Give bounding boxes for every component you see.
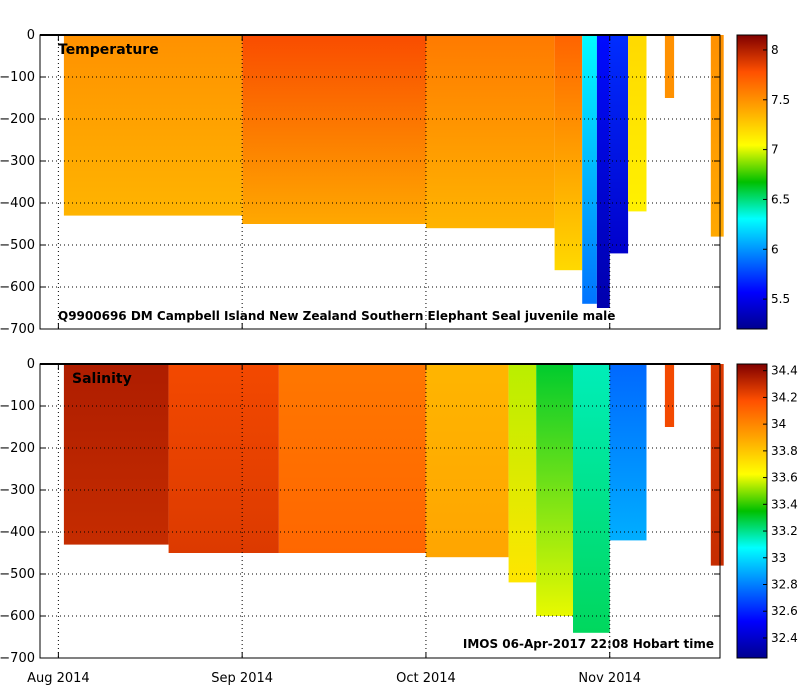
colorbar-tick-label: 6 (771, 242, 779, 256)
panel-title: Temperature (58, 42, 159, 58)
salinity-colorbar: 32.4 32.6 32.8 33 33.2 33.4 33.6 33.8 34 34.2 34.4 (736, 363, 798, 659)
platform-annotation: Q9900696 DM Campbell Island New Zealand … (58, 309, 615, 323)
colorbar-gradient (736, 363, 768, 659)
profile-segment (168, 364, 279, 553)
colorbar-tick-label: 33 (771, 551, 786, 565)
y-tick-label: −500 (0, 238, 35, 253)
colorbar-tick-label: 32.8 (771, 578, 798, 592)
colorbar-tick-label: 33.2 (771, 524, 798, 538)
x-tick-label: Aug 2014 (27, 671, 90, 686)
profile-segment (536, 364, 573, 616)
salinity-panel: 0 −100 −200 −300 −400 −500 −600 −700 Aug 2014 Sep… (0, 357, 798, 686)
y-tick-label: −400 (0, 525, 35, 540)
colorbar-gradient (736, 34, 768, 330)
salinity-grid (40, 364, 720, 658)
profile-segment (609, 35, 629, 254)
colorbar-tick-label: 5.5 (771, 292, 790, 306)
colorbar-tick-label: 33.4 (771, 497, 798, 511)
profile-segment (242, 35, 426, 224)
colorbar-tick-label: 32.4 (771, 631, 798, 645)
colorbar-tick-label: 7.5 (771, 93, 790, 107)
colorbar-tick-label: 8 (771, 43, 779, 57)
colorbar-tick-label: 33.8 (771, 444, 798, 458)
timestamp-annotation: IMOS 06-Apr-2017 22:08 Hobart time (463, 637, 714, 651)
panel-title: Salinity (72, 371, 132, 387)
profile-segment (710, 364, 724, 566)
salinity-data-layer (63, 364, 724, 633)
profile-segment (573, 364, 610, 633)
temperature-colorbar: 5.5 6 6.5 7 7.5 8 (736, 34, 790, 330)
y-tick-label: −700 (0, 322, 35, 337)
profile-segment (710, 35, 724, 237)
colorbar-tick-label: 6.5 (771, 192, 790, 206)
y-tick-label: 0 (27, 357, 35, 372)
y-tick-label: −100 (0, 70, 35, 85)
profile-segment (278, 364, 426, 553)
y-tick-label: −600 (0, 609, 35, 624)
y-tick-label: −700 (0, 651, 35, 666)
y-tick-label: −500 (0, 567, 35, 582)
y-tick-label: −400 (0, 196, 35, 211)
colorbar-tick-label: 33.6 (771, 471, 798, 485)
profile-segment (609, 364, 647, 541)
colorbar-tick-label: 32.6 (771, 604, 798, 618)
x-tick-label: Sep 2014 (211, 671, 273, 686)
temperature-panel: 0 −100 −200 −300 −400 −500 −600 −700 Temperatur… (0, 28, 790, 337)
profile-segment (425, 35, 555, 229)
profile-segment (425, 364, 509, 558)
colorbar-tick-label: 34.2 (771, 390, 798, 404)
profile-segment (63, 364, 169, 545)
y-tick-label: −200 (0, 441, 35, 456)
y-tick-label: −300 (0, 483, 35, 498)
profile-segment (582, 35, 597, 304)
y-tick-label: −100 (0, 399, 35, 414)
salinity-axes: 0 −100 −200 −300 −400 −500 −600 −700 Aug 2014 Sep… (0, 357, 720, 686)
y-tick-label: −300 (0, 154, 35, 169)
temperature-axes: 0 −100 −200 −300 −400 −500 −600 −700 (0, 28, 720, 337)
profile-segment (664, 35, 675, 98)
profile-segment (664, 364, 675, 427)
y-tick-label: 0 (27, 28, 35, 43)
profile-segment (596, 35, 610, 308)
profile-segment (508, 364, 537, 583)
colorbar-tick-label: 7 (771, 143, 779, 157)
x-tick-label: Nov 2014 (578, 671, 641, 686)
profile-segment (628, 35, 647, 212)
x-tick-label: Oct 2014 (396, 671, 456, 686)
y-tick-label: −200 (0, 112, 35, 127)
profile-segment (63, 35, 243, 216)
colorbar-tick-label: 34.4 (771, 364, 798, 378)
y-tick-label: −600 (0, 280, 35, 295)
colorbar-tick-label: 34 (771, 417, 786, 431)
profile-segment (554, 35, 583, 271)
temperature-grid (40, 35, 720, 329)
